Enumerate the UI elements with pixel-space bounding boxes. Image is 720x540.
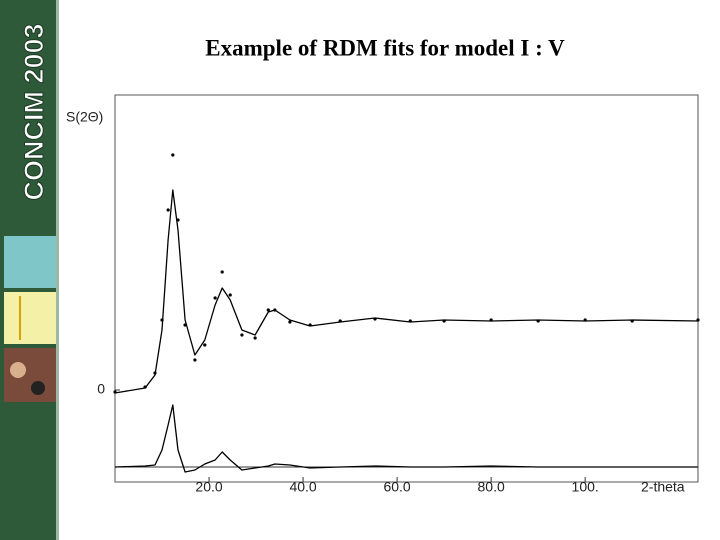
x-axis-label: 2-theta <box>641 479 685 495</box>
data-point <box>203 343 207 347</box>
x-tick-label: 80.0 <box>478 479 505 495</box>
data-point <box>220 270 224 274</box>
sidebar-brand: CONCIM 2003 <box>19 23 49 200</box>
data-point <box>171 153 175 157</box>
x-tick-label: 40.0 <box>289 479 316 495</box>
data-point <box>160 318 164 322</box>
data-point <box>193 358 197 362</box>
y-axis-label: S(2Θ) <box>66 109 103 125</box>
data-point <box>583 318 587 322</box>
x-tick-label: 60.0 <box>383 479 410 495</box>
data-point <box>228 293 232 297</box>
data-point <box>536 319 540 323</box>
data-point <box>696 318 700 322</box>
sidebar-image <box>4 292 56 344</box>
plot-frame <box>114 94 699 483</box>
data-point <box>489 318 493 322</box>
fit-line <box>114 189 699 394</box>
data-point <box>113 390 117 394</box>
data-point <box>630 319 634 323</box>
data-point <box>213 296 217 300</box>
data-point <box>176 218 180 222</box>
data-point <box>183 323 187 327</box>
data-point <box>153 371 157 375</box>
sidebar-edge <box>56 0 59 540</box>
data-point <box>408 319 412 323</box>
sidebar-image-detail <box>31 381 45 395</box>
data-point <box>143 385 147 389</box>
fit-line <box>114 404 698 473</box>
y-tick-label: 0 <box>97 381 105 397</box>
data-point <box>308 323 312 327</box>
x-tick-label: 20.0 <box>195 479 222 495</box>
sidebar-image <box>4 236 56 288</box>
sidebar-image-detail <box>10 362 26 378</box>
data-point <box>166 208 170 212</box>
data-point <box>288 320 292 324</box>
data-point <box>273 308 277 312</box>
data-point <box>266 308 270 312</box>
slide-title: Example of RDM fits for model I : V <box>205 35 565 60</box>
data-point <box>373 317 377 321</box>
data-point <box>338 319 342 323</box>
data-point <box>253 336 257 340</box>
data-point <box>240 333 244 337</box>
data-point <box>442 319 446 323</box>
x-tick-label: 100. <box>572 479 599 495</box>
